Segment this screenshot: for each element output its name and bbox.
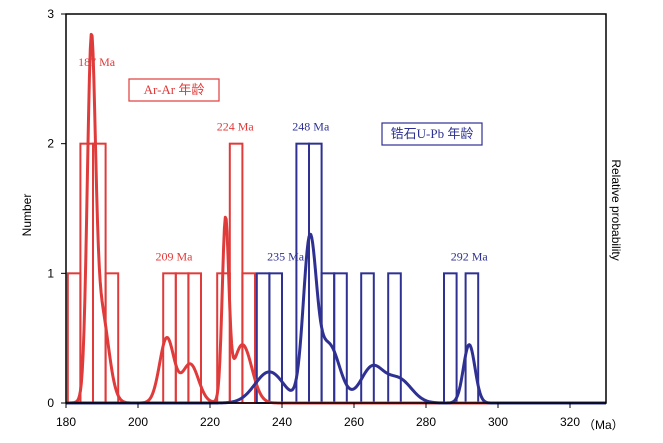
x-tick-label: 300 [488, 415, 508, 429]
x-axis-unit: （Ma） [583, 418, 624, 432]
peak-age-label: 248 Ma [292, 120, 330, 134]
x-tick-label: 260 [344, 415, 364, 429]
legend-zircon-box [381, 122, 483, 146]
y-axis: 0 1 2 3 [47, 7, 66, 410]
y-axis-title: Number [20, 194, 34, 237]
peak-age-label: 209 Ma [156, 249, 194, 263]
y-tick-label: 0 [47, 396, 54, 410]
plot-frame [65, 13, 607, 404]
y-tick-label: 3 [47, 7, 54, 21]
legend-ar-ar-label: Ar-Ar 年龄 [144, 82, 205, 97]
y-tick-label: 2 [47, 137, 54, 151]
x-tick-label: 240 [272, 415, 292, 429]
secondary-y-axis-title: Relative probability [609, 159, 623, 260]
y-tick-label: 1 [47, 266, 54, 280]
legend-zircon-label: 锆石U-Pb 年龄 [391, 126, 474, 141]
x-axis: 180 200 220 240 260 280 300 320 [56, 403, 580, 429]
peak-age-label: 292 Ma [451, 249, 489, 263]
x-tick-label: 280 [416, 415, 436, 429]
peak-age-label: 187 Ma [78, 55, 116, 69]
peak-age-label: 224 Ma [217, 120, 255, 134]
x-tick-label: 200 [128, 415, 148, 429]
legend-ar-ar-box [128, 78, 220, 102]
x-tick-label: 320 [560, 415, 580, 429]
peak-annotations: 187 Ma 209 Ma 224 Ma 235 Ma 248 Ma 292 Ma [78, 55, 488, 264]
x-tick-label: 220 [200, 415, 220, 429]
x-tick-label: 180 [56, 415, 76, 429]
peak-age-label: 235 Ma [267, 249, 305, 263]
